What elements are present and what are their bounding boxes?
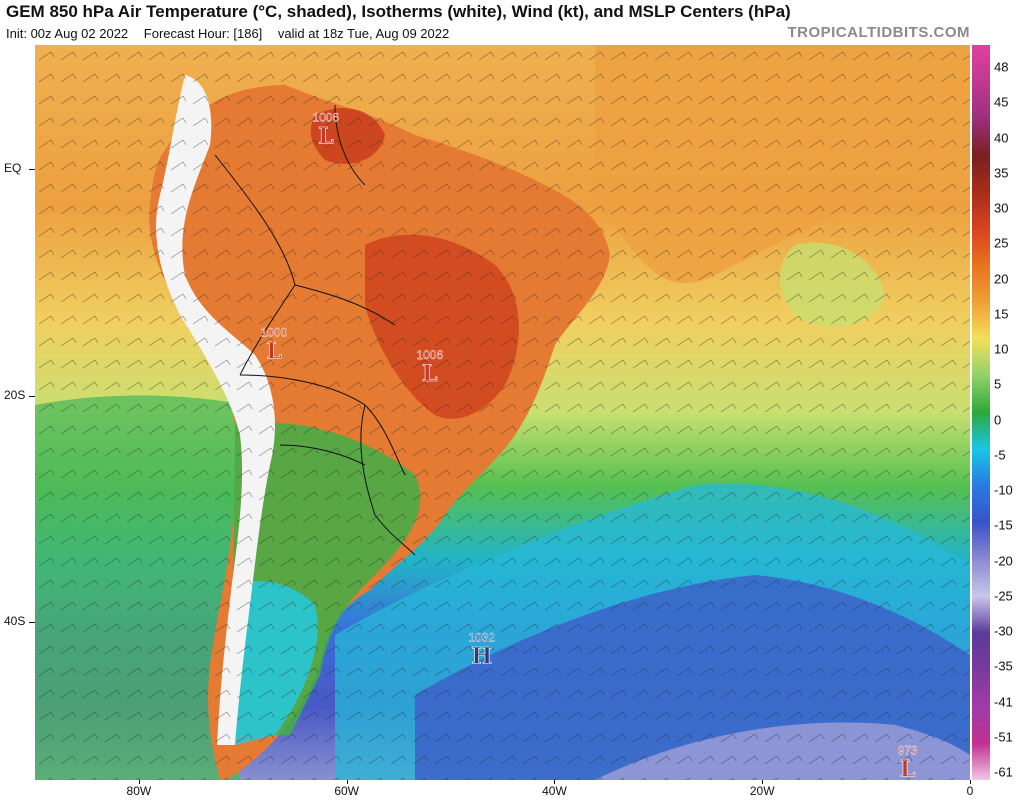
colorbar-label: -30 — [994, 623, 1013, 639]
colorbar-label: 20 — [994, 271, 1009, 286]
colorbar-label: -5 — [994, 447, 1006, 463]
colorbar-label: 35 — [994, 165, 1009, 181]
colorbar-label: -15 — [994, 517, 1013, 533]
map-title: GEM 850 hPa Air Temperature (°C, shaded)… — [6, 2, 791, 21]
lon-tick — [554, 780, 556, 784]
temperature-map — [35, 45, 970, 780]
colorbar-label: 25 — [994, 235, 1009, 251]
lon-label: 0 — [966, 784, 974, 798]
country-borders — [214, 104, 416, 556]
lon-tick — [138, 780, 140, 784]
lat-tick — [29, 621, 35, 623]
colorbar-label: -41 — [994, 694, 1013, 709]
forecast-hour: Forecast Hour: [186] — [143, 26, 263, 41]
lat-tick — [29, 169, 35, 171]
colorbar-label: 30 — [994, 200, 1009, 216]
lat-label: 20S — [4, 387, 26, 402]
lat-label: EQ — [4, 161, 22, 176]
colorbar-label: -61 — [994, 764, 1013, 780]
colorbar-label: -10 — [994, 482, 1013, 498]
colorbar-label: 48 — [994, 59, 1009, 75]
lon-tick — [346, 780, 348, 784]
colorbar-label: -25 — [994, 588, 1013, 604]
colorbar-label: 40 — [994, 130, 1009, 145]
temperature-colorbar — [972, 45, 990, 780]
colorbar-label: -51 — [994, 729, 1013, 745]
colorbar-label: 45 — [994, 94, 1009, 110]
watermark: TROPICALTIDBITS.COM — [787, 24, 970, 41]
colorbar-label: 5 — [994, 376, 1002, 392]
colorbar-label: -35 — [994, 658, 1013, 674]
colorbar-label: 0 — [994, 412, 1002, 427]
colorbar-label: 10 — [994, 341, 1009, 357]
lon-label: 40W — [542, 784, 567, 798]
init-time: Init: 00z Aug 02 2022 — [6, 26, 129, 41]
lon-label: 60W — [334, 784, 359, 798]
lon-tick — [970, 780, 971, 784]
colorbar-label: 15 — [994, 306, 1009, 322]
lat-tick — [29, 395, 35, 397]
lon-label: 80W — [126, 784, 152, 798]
lon-tick — [762, 780, 764, 784]
lon-label: 20W — [749, 784, 775, 798]
map-subtitle: Init: 00z Aug 02 2022 Forecast Hour: [18… — [6, 26, 461, 41]
lat-label: 40S — [4, 613, 26, 628]
colorbar-label: -20 — [994, 553, 1013, 568]
valid-time: valid at 18z Tue, Aug 09 2022 — [277, 26, 450, 41]
wind-barbs-layer — [35, 45, 970, 780]
